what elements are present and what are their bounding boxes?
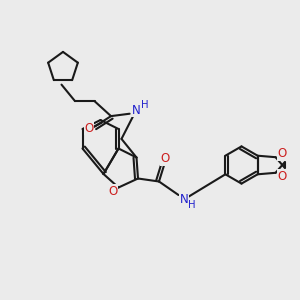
Text: H: H xyxy=(141,100,148,110)
Text: N: N xyxy=(179,193,188,206)
Text: H: H xyxy=(188,200,196,210)
Text: N: N xyxy=(132,103,141,117)
Text: O: O xyxy=(85,122,94,135)
Text: O: O xyxy=(160,152,169,165)
Text: O: O xyxy=(109,184,118,198)
Text: O: O xyxy=(278,170,287,183)
Text: O: O xyxy=(278,147,287,160)
